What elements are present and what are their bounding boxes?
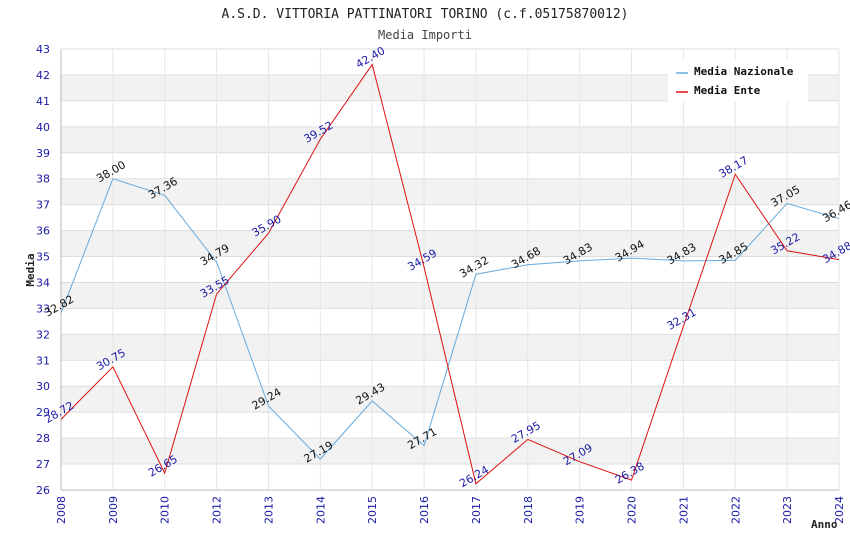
y-tick-label: 39 [36,147,50,160]
data-label: 38.17 [717,154,751,181]
grid-band [61,178,839,205]
x-tick-label: 2009 [107,496,120,524]
series-lines [60,63,840,485]
y-tick-label: 38 [36,173,50,186]
y-tick-label: 31 [36,354,50,367]
y-tick-label: 32 [36,328,50,341]
x-tick-label: 2019 [574,496,587,524]
y-tick-label: 43 [36,43,50,56]
y-tick-label: 40 [36,121,50,134]
x-tick-label: 2013 [262,496,275,524]
y-tick-label: 37 [36,199,50,212]
data-label: 28.72 [42,399,76,426]
x-tick-label: 2024 [833,496,846,524]
series-line-media-nazionale [60,178,840,460]
x-axis-label: Anno [811,518,838,531]
data-label: 32.31 [665,306,699,333]
y-tick-label: 30 [36,380,50,393]
x-tick-label: 2018 [522,496,535,524]
y-tick-label: 28 [36,432,50,445]
x-tick-label: 2020 [626,496,639,524]
y-tick-labels: 26 27 28 29 30 31 32 33 34 35 36 37 38 39 40 41 42 43 [36,43,50,497]
chart-subtitle: Media Importi [378,28,472,42]
y-tick-label: 29 [36,406,50,419]
data-label: 34.32 [457,254,491,281]
legend-box [668,60,808,102]
grid-band [61,334,839,361]
x-tick-label: 2023 [781,496,794,524]
x-tick-label: 2022 [729,496,742,524]
x-tick-label: 2014 [314,496,327,524]
x-tick-label: 2015 [366,496,379,524]
data-label: 32.82 [42,293,76,320]
y-tick-label: 35 [36,251,50,264]
data-labels: 32.8238.0037.3634.7929.2427.1929.4327.71… [42,44,850,490]
x-tick-label: 2012 [211,496,224,524]
y-tick-label: 26 [36,484,50,497]
y-axis-label: Media [24,253,37,286]
chart-title: A.S.D. VITTORIA PATTINATORI TORINO (c.f.… [222,7,629,22]
y-tick-label: 41 [36,95,50,108]
x-tick-label: 2021 [677,496,690,524]
y-tick-label: 34 [36,276,50,289]
x-tick-label: 2017 [470,496,483,524]
grid-band [61,386,839,413]
x-tick-label: 2010 [159,496,172,524]
y-tick-label: 33 [36,302,50,315]
grid-band [61,230,839,257]
gridlines [60,48,840,491]
legend: Media Nazionale Media Ente [668,60,808,102]
grid-band [61,282,839,309]
data-label: 26.24 [457,463,491,490]
y-tick-label: 42 [36,69,50,82]
x-tick-label: 2016 [418,496,431,524]
y-tick-label: 36 [36,225,50,238]
plot-bands [61,74,839,465]
series-line-media-ente [60,63,840,485]
legend-label-media-ente: Media Ente [694,84,761,97]
legend-label-media-nazionale: Media Nazionale [694,65,794,78]
grid-band [61,438,839,465]
x-tick-labels: 2008 2009 2010 2012 2013 2014 2015 2016 2017 2018… [55,496,846,524]
x-tick-label: 2008 [55,496,68,524]
grid-band [61,126,839,153]
y-tick-label: 27 [36,458,50,471]
